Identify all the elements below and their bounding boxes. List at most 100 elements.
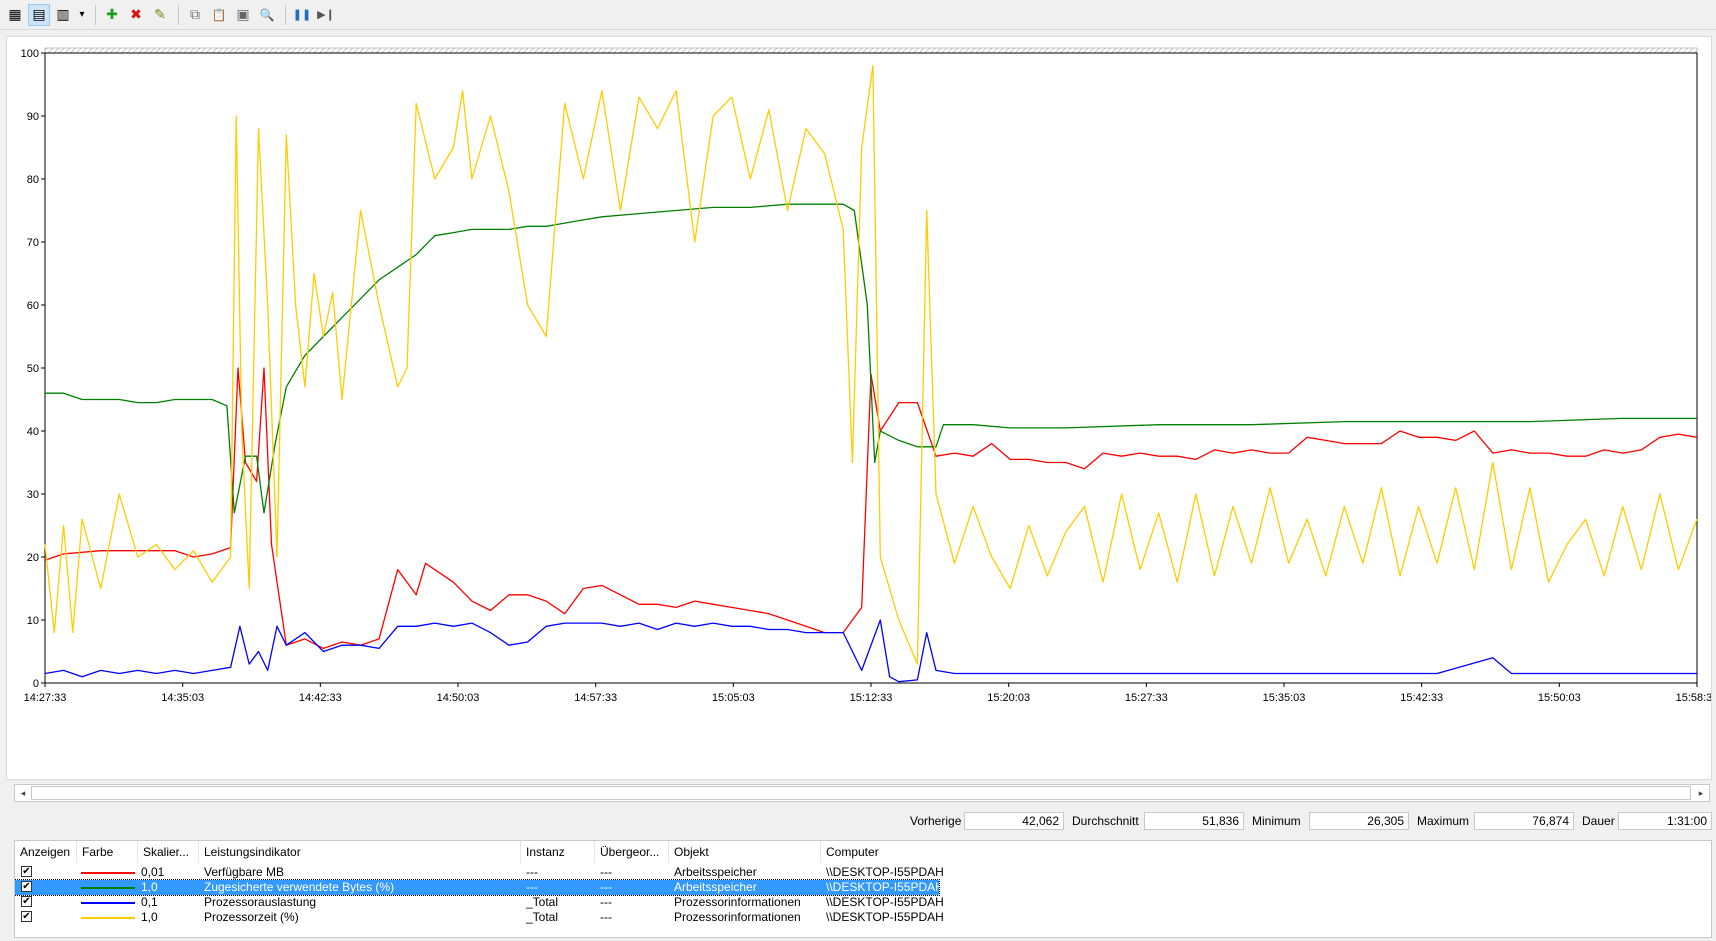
toolbar-separator — [178, 4, 179, 25]
counter-legend: Anzeigen Farbe Skalier... Leistungsindik… — [14, 840, 1712, 938]
counter-name: Prozessorauslastung — [204, 895, 317, 909]
y-tick-label: 70 — [27, 237, 39, 249]
copy-properties-icon[interactable]: ⧉ — [190, 6, 200, 22]
series-line-4 — [44, 64, 1698, 665]
paste-counter-list-icon[interactable]: 📋 — [211, 7, 227, 22]
object-value: Arbeitsspeicher — [674, 865, 757, 879]
scroll-left-arrow-icon[interactable]: ◂ — [20, 788, 26, 798]
color-swatch — [81, 887, 135, 889]
x-tick-label: 15:27:33 — [1125, 692, 1168, 704]
show-checkbox[interactable]: ✔ — [21, 866, 32, 877]
view-log-data-icon[interactable]: ▤ — [28, 3, 50, 26]
x-tick-label: 14:27:33 — [24, 692, 67, 704]
zoom-icon[interactable]: 🔍 — [259, 7, 275, 22]
previous-value: 42,062 — [964, 812, 1064, 830]
column-header-instance[interactable]: Instanz — [521, 841, 595, 863]
legend-row-selected[interactable]: ✔ 1,0 Zugesicherte verwendete Bytes (%) … — [15, 879, 944, 896]
show-checkbox[interactable]: ✔ — [21, 911, 32, 922]
y-tick-label: 40 — [27, 426, 39, 438]
parent-value: --- — [600, 895, 612, 909]
series-line-2 — [45, 203, 1697, 514]
instance-value: --- — [526, 880, 538, 894]
legend-row[interactable]: ✔ 0,01 Verfügbare MB --- --- Arbeitsspei… — [15, 865, 944, 880]
previous-label: Vorherige — [910, 814, 962, 828]
counter-name: Verfügbare MB — [204, 865, 285, 879]
x-tick-label: 14:42:33 — [299, 692, 342, 704]
graph-area[interactable]: 0 10 20 30 40 50 60 70 80 90 100 14:27:33 14:35:03 14… — [6, 36, 1712, 780]
object-value: Prozessorinformationen — [674, 895, 801, 909]
column-header-show[interactable]: Anzeigen — [15, 841, 77, 863]
properties-icon[interactable]: ▣ — [236, 6, 250, 22]
toolbar: ▦ ▤ ▥ ▾ ✚ ✖ ✎ ⧉ 📋 ▣ 🔍 ❚❚ ▶❙ — [0, 0, 1716, 30]
y-tick-label: 10 — [27, 615, 39, 627]
scale-value: 0,1 — [141, 895, 158, 909]
show-checkbox[interactable]: ✔ — [21, 881, 32, 892]
change-graph-type-icon[interactable]: ▥ — [56, 6, 70, 22]
maximum-label: Maximum — [1417, 814, 1470, 828]
x-tick-label: 14:35:03 — [161, 692, 204, 704]
x-tick-label: 15:50:03 — [1538, 692, 1581, 704]
color-swatch — [81, 917, 135, 919]
duration-value: 1:31:00 — [1618, 812, 1712, 830]
y-tick-label: 100 — [21, 48, 39, 60]
computer-value: \\DESKTOP-I55PDAH — [826, 910, 944, 924]
parent-value: --- — [600, 910, 612, 924]
add-counter-icon[interactable]: ✚ — [106, 6, 118, 22]
object-value: Prozessorinformationen — [674, 910, 801, 924]
y-tick-label: 20 — [27, 552, 39, 564]
y-tick-label: 30 — [27, 489, 39, 501]
x-tick-label: 15:35:03 — [1263, 692, 1306, 704]
toolbar-separator — [95, 4, 96, 25]
column-header-counter[interactable]: Leistungsindikator — [199, 841, 521, 863]
object-value: Arbeitsspeicher — [674, 880, 757, 894]
toolbar-separator — [285, 4, 286, 25]
average-value: 51,836 — [1144, 812, 1244, 830]
color-swatch — [81, 902, 135, 904]
legend-row[interactable]: ✔ 1,0 Prozessorzeit (%) _Total --- Proze… — [15, 910, 944, 925]
view-current-activity-icon[interactable]: ▦ — [8, 6, 22, 22]
maximum-value: 76,874 — [1474, 812, 1574, 830]
legend-header: Anzeigen Farbe Skalier... Leistungsindik… — [15, 841, 1711, 863]
plot-frame — [44, 52, 1698, 684]
freeze-display-icon[interactable]: ❚❚ — [292, 9, 312, 21]
instance-value: _Total — [526, 895, 559, 909]
scale-value: 1,0 — [141, 880, 158, 894]
series-line-3 — [44, 619, 1697, 683]
parent-value: --- — [600, 880, 612, 894]
column-header-object[interactable]: Objekt — [669, 841, 821, 863]
column-header-color[interactable]: Farbe — [77, 841, 138, 863]
computer-value: \\DESKTOP-I55PDAH — [826, 865, 944, 879]
minimum-label: Minimum — [1252, 814, 1301, 828]
update-data-icon[interactable]: ▶❙ — [317, 9, 335, 21]
average-label: Durchschnitt — [1072, 814, 1139, 828]
show-checkbox[interactable]: ✔ — [21, 896, 32, 907]
counter-name: Prozessorzeit (%) — [204, 910, 299, 924]
column-header-computer[interactable]: Computer — [826, 845, 879, 859]
x-tick-label: 15:58:34 — [1676, 692, 1711, 704]
scroll-thumb[interactable] — [31, 786, 1691, 800]
counter-name: Zugesicherte verwendete Bytes (%) — [204, 880, 395, 894]
scale-value: 0,01 — [141, 865, 165, 879]
scroll-right-arrow-icon[interactable]: ▸ — [1698, 788, 1704, 798]
legend-row[interactable]: ✔ 0,1 Prozessorauslastung _Total --- Pro… — [15, 895, 944, 910]
dropdown-arrow-icon[interactable]: ▾ — [79, 9, 85, 20]
computer-value: \\DESKTOP-I55PDAH — [826, 880, 944, 894]
delete-counter-icon[interactable]: ✖ — [130, 6, 142, 22]
parent-value: --- — [600, 865, 612, 879]
y-tick-label: 0 — [33, 678, 39, 690]
time-scrollbar[interactable]: ◂ ▸ — [14, 784, 1710, 802]
y-tick-label: 60 — [27, 300, 39, 312]
y-tick-label: 50 — [27, 363, 39, 375]
x-tick-label: 15:12:33 — [850, 692, 893, 704]
computer-value: \\DESKTOP-I55PDAH — [826, 895, 944, 909]
instance-value: --- — [526, 865, 538, 879]
highlight-icon[interactable]: ✎ — [154, 6, 166, 22]
column-header-parent[interactable]: Übergeor... — [595, 841, 669, 863]
minimum-value: 26,305 — [1309, 812, 1409, 830]
y-tick-label: 80 — [27, 174, 39, 186]
duration-label: Dauer — [1582, 814, 1615, 828]
column-header-scale[interactable]: Skalier... — [138, 841, 199, 863]
color-swatch — [81, 872, 135, 874]
x-tick-label: 14:50:03 — [437, 692, 480, 704]
x-tick-label: 15:05:03 — [712, 692, 755, 704]
